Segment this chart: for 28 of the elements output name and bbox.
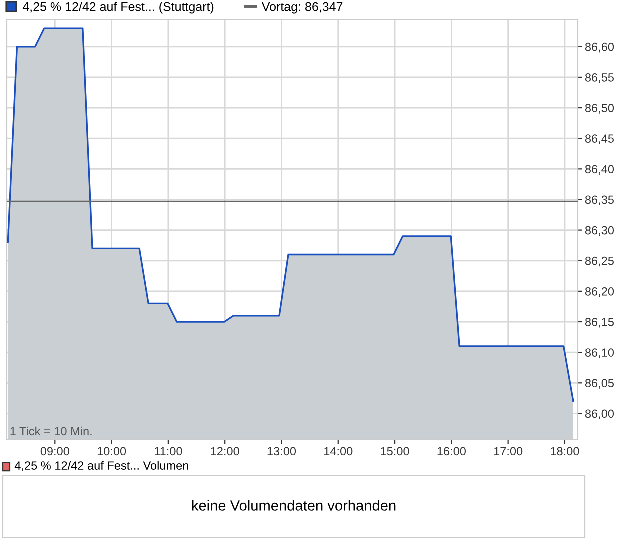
x-tick-label: 16:00: [438, 447, 466, 456]
y-tick-label: 86,25: [585, 256, 614, 267]
y-tick-label: 86,35: [585, 196, 614, 206]
y-tick-label: 86,10: [585, 348, 614, 358]
text: 4,25 % 12/42 auf Fest... Volumen: [14, 461, 188, 472]
x-tick-label: 09:00: [40, 447, 70, 456]
y-tick-label: 86,60: [585, 42, 614, 53]
y-tick-label: 86,15: [585, 318, 614, 328]
x-tick-label: 12:00: [211, 447, 240, 456]
y-tick-label: 86,50: [585, 104, 614, 114]
x-tick-label: 14:00: [324, 447, 353, 456]
x-tick-label: 17:00: [494, 447, 523, 456]
y-tick-label: 86,55: [585, 74, 614, 84]
y-tick-label: 86,05: [585, 379, 614, 389]
y-tick-label: 86,20: [585, 287, 614, 298]
y-tick-label: 86,40: [585, 165, 614, 175]
x-tick-label: 15:00: [381, 447, 410, 456]
annotation: 1 Tick = 10 Min.: [10, 426, 92, 436]
x-tick-label: 18:00: [551, 447, 580, 456]
y-tick-label: 86,00: [585, 410, 614, 420]
x-tick-label: 11:00: [155, 447, 182, 456]
text: keine Volumendaten vorhanden: [192, 500, 396, 511]
x-tick-label: 13:00: [268, 447, 296, 456]
y-tick-label: 86,30: [585, 226, 614, 236]
x-tick-label: 10:00: [98, 447, 126, 456]
y-tick-label: 86,45: [585, 134, 614, 144]
legend-label: Vortag: 86,347: [262, 2, 343, 14]
legend-label: 4,25 % 12/42 auf Fest... (Stuttgart): [22, 2, 214, 14]
